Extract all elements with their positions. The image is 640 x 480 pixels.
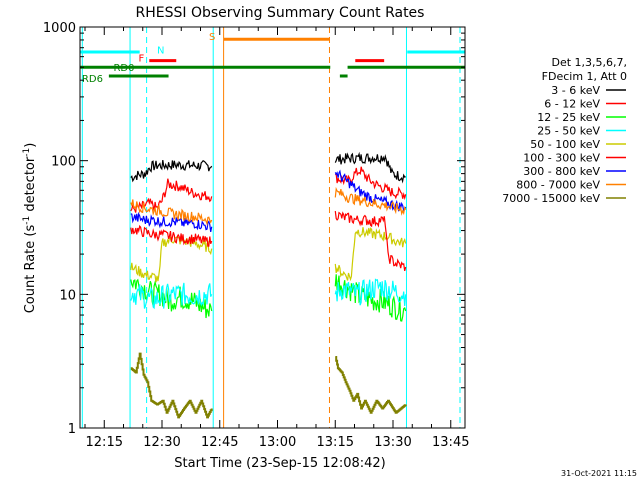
series-line — [334, 278, 407, 307]
y-axis-label-sup1: -1 — [22, 216, 32, 225]
y-axis-label-main: Count Rate (s — [23, 225, 38, 314]
legend-entry-label: 300 - 800 keV — [523, 165, 600, 178]
series-line — [334, 166, 407, 201]
series-line — [130, 199, 213, 227]
legend-entry-label: 12 - 25 keV — [537, 111, 600, 124]
chart-title: RHESSI Observing Summary Count Rates — [136, 5, 425, 21]
legend-entry-label: 6 - 12 keV — [544, 98, 600, 111]
state-bar-label: RD0 — [113, 63, 134, 74]
legend-entry-label: 3 - 6 keV — [551, 84, 600, 97]
x-axis: 12:15 12:30 12:45 13:00 13:15 13:30 13:45 — [84, 27, 469, 450]
series-line — [130, 224, 213, 247]
y-axis-label: Count Rate (s-1 detector-1) — [22, 143, 38, 314]
x-tick-label: 12:45 — [201, 435, 238, 450]
series-line — [130, 211, 213, 233]
legend-header-line2: FDecim 1, Att 0 — [542, 70, 627, 83]
instrument-state-vertical-lines — [81, 27, 461, 428]
x-axis-label: Start Time (23-Sep-15 12:08:42) — [174, 456, 385, 471]
series-line — [130, 160, 213, 183]
state-bar-label: S — [209, 32, 215, 43]
x-tick-label: 12:15 — [86, 435, 123, 450]
state-bar-label: N — [157, 45, 164, 56]
series-line — [130, 278, 213, 319]
y-axis-label-mid: detector — [23, 156, 38, 216]
legend-header-line1: Det 1,3,5,6,7, — [551, 56, 627, 69]
series-line — [130, 282, 213, 310]
y-tick-label: 1 — [68, 422, 76, 437]
legend-entry-label: 800 - 7000 keV — [516, 179, 600, 192]
state-bar-label: RD6 — [82, 74, 103, 85]
series-line — [334, 169, 407, 213]
series-line — [130, 352, 213, 419]
x-tick-label: 13:00 — [259, 435, 296, 450]
series-line — [335, 356, 407, 414]
legend-entry-label: 7000 - 15000 keV — [502, 192, 600, 205]
series-line — [334, 227, 407, 282]
footer-date: 31-Oct-2021 11:15 — [561, 469, 637, 478]
x-tick-label: 13:30 — [374, 435, 411, 450]
series-line — [130, 235, 213, 283]
series-line — [334, 186, 407, 216]
count-rate-series — [130, 151, 407, 419]
instrument-state-bars: N F S RD0 RD6 — [80, 32, 465, 85]
state-bar-label: F — [139, 54, 145, 65]
y-tick-label: 1000 — [43, 21, 76, 36]
plot-frame — [79, 26, 466, 429]
y-tick-label: 10 — [59, 288, 76, 303]
series-line — [334, 151, 406, 184]
x-tick-label: 13:15 — [317, 435, 354, 450]
series-line — [334, 211, 407, 272]
y-axis-label-sup2: -1 — [22, 148, 32, 157]
x-tick-label: 12:30 — [143, 435, 180, 450]
legend-entry-label: 100 - 300 keV — [523, 152, 600, 165]
x-tick-label: 13:45 — [432, 435, 469, 450]
legend-entry-label: 25 - 50 keV — [537, 125, 600, 138]
y-axis: 1 10 100 1000 — [43, 21, 465, 437]
legend: Det 1,3,5,6,7, FDecim 1, Att 0 3 - 6 keV… — [502, 56, 627, 205]
y-axis-label-end: ) — [23, 143, 38, 148]
y-tick-label: 100 — [51, 155, 76, 170]
legend-entry-label: 50 - 100 keV — [530, 138, 600, 151]
